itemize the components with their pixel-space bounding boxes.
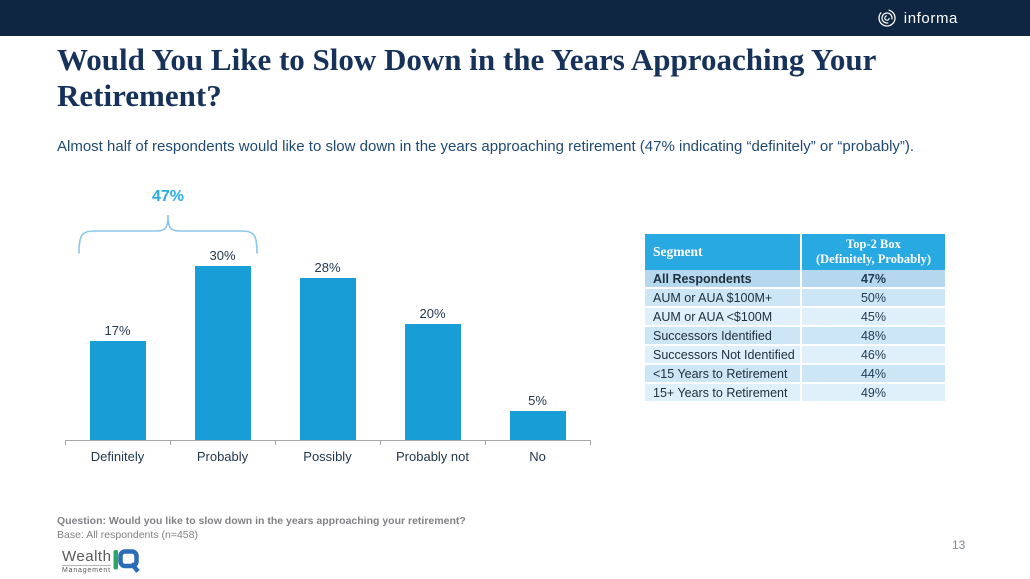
logo-line-management: Management <box>62 565 112 574</box>
top-bar: informa <box>0 0 1030 36</box>
value-cell: 47% <box>860 271 887 286</box>
category-label-no: No <box>529 449 546 464</box>
table-row: AUM or AUA <$100M 45% <box>645 308 945 327</box>
table-row: 15+ Years to Retirement 49% <box>645 384 945 403</box>
bar-value-label: 28% <box>314 259 341 275</box>
title-line-2: Retirement? <box>57 78 222 113</box>
table-row: Successors Not Identified 46% <box>645 346 945 365</box>
bar-no <box>509 411 566 440</box>
wealthmanagement-wordmark: Wealth Management <box>62 548 112 575</box>
bar-probably-not <box>404 324 461 440</box>
value-cell: 44% <box>860 366 887 381</box>
x-axis-tick <box>170 440 171 445</box>
segment-cell: All Respondents <box>645 270 802 287</box>
value-cell: 50% <box>860 290 887 305</box>
x-axis-tick <box>275 440 276 445</box>
x-axis-tick <box>485 440 486 445</box>
table-header-top2box-line2: (Definitely, Probably) <box>815 252 932 266</box>
title-line-1: Would You Like to Slow Down in the Years… <box>57 42 877 77</box>
logo-line-wealth: Wealth <box>62 548 112 565</box>
footnote: Question: Would you like to slow down in… <box>57 514 466 542</box>
base-note: Base: All respondents (n=458) <box>57 529 198 541</box>
table-row: AUM or AUA $100M+ 50% <box>645 289 945 308</box>
page-title: Would You Like to Slow Down in the Years… <box>57 42 987 114</box>
iq-mark-icon <box>113 549 141 573</box>
bar-possibly <box>299 277 356 440</box>
value-cell: 45% <box>860 309 887 324</box>
table-header-top2box-line1: Top-2 Box <box>846 237 901 251</box>
bar-group-possibly: 28% <box>275 190 380 440</box>
segment-cell: AUM or AUA $100M+ <box>645 289 802 306</box>
bar-group-no: 5% <box>485 190 590 440</box>
segment-cell: Successors Identified <box>645 327 802 344</box>
x-axis-tick <box>65 440 66 445</box>
bar-value-label: 20% <box>419 306 446 321</box>
segment-cell: <15 Years to Retirement <box>645 365 802 382</box>
segment-cell: Successors Not Identified <box>645 346 802 363</box>
table-header-row: Segment Top-2 Box (Definitely, Probably) <box>645 234 945 270</box>
category-label-probably-not: Probably not <box>396 449 469 464</box>
category-label-probably: Probably <box>196 449 249 464</box>
category-label-definitely: Definitely <box>90 449 145 464</box>
bar-probably <box>194 266 251 440</box>
bar-group-probably: 30% <box>170 190 275 440</box>
informa-swirl-icon <box>878 9 896 27</box>
segment-table: Segment Top-2 Box (Definitely, Probably)… <box>645 234 945 403</box>
segment-cell: AUM or AUA <$100M <box>645 308 802 325</box>
bar-definitely <box>89 341 146 440</box>
segment-cell: 15+ Years to Retirement <box>645 384 802 401</box>
subtitle: Almost half of respondents would like to… <box>57 138 915 155</box>
informa-wordmark: informa <box>903 9 958 27</box>
table-row: All Respondents 47% <box>645 270 945 289</box>
category-label-possibly: Possibly <box>303 449 352 464</box>
x-axis-tick <box>380 440 381 445</box>
table-row: <15 Years to Retirement 44% <box>645 365 945 384</box>
informa-logo: informa <box>877 8 958 28</box>
bar-group-probably-not: 20% <box>380 190 485 440</box>
bar-group-definitely: 17% <box>65 190 170 440</box>
bar-value-label: 5% <box>528 393 547 408</box>
page-number: 13 <box>952 538 966 552</box>
bar-value-label: 30% <box>209 248 236 263</box>
table-header-segment: Segment <box>645 234 802 270</box>
x-axis <box>65 440 590 441</box>
table-header-top2box: Top-2 Box (Definitely, Probably) <box>802 234 945 270</box>
value-cell: 48% <box>860 328 887 343</box>
table-row: Successors Identified 48% <box>645 327 945 346</box>
x-axis-tick <box>590 440 591 445</box>
value-cell: 46% <box>860 347 887 362</box>
bar-value-label: 17% <box>104 323 131 339</box>
value-cell: 49% <box>860 385 887 400</box>
wealthmanagement-logo: Wealth Management <box>62 548 141 575</box>
bracket-annotation <box>78 214 258 254</box>
question-note: Question: Would you like to slow down in… <box>57 515 466 527</box>
top2-annotation-label: 47% <box>151 188 185 205</box>
